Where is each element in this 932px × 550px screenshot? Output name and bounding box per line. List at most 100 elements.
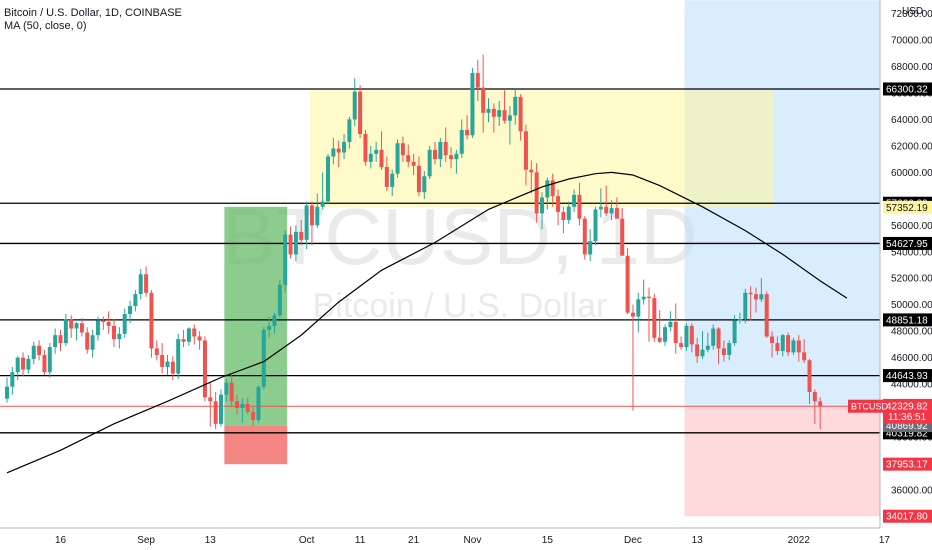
candle	[427, 145, 432, 179]
candle	[540, 192, 544, 230]
horizontal-levels	[0, 88, 880, 434]
candle-body	[352, 91, 357, 120]
zone-pink-stop[interactable]	[684, 405, 898, 517]
time-axis[interactable]: 16 Sep 13 Oct 11 21 Nov 15 Dec 13 2022 17	[0, 527, 890, 550]
candle-body	[411, 161, 416, 166]
bar-countdown-text: 11:36:51	[888, 412, 927, 423]
candle	[219, 389, 223, 427]
candle-body	[764, 294, 769, 337]
candle	[695, 337, 700, 363]
price-tick-label: 70000.00	[891, 36, 932, 47]
candle-body	[144, 274, 149, 293]
candle-body	[31, 345, 36, 359]
price-tick-label: 50000.00	[891, 300, 932, 311]
candle	[759, 278, 764, 303]
moving-average-series	[6, 171, 848, 474]
candle-body	[416, 165, 421, 193]
candle	[261, 327, 266, 390]
candle	[229, 373, 234, 407]
candle-body	[122, 313, 127, 334]
candle-body	[288, 234, 293, 255]
candle	[754, 287, 758, 313]
candle-body	[791, 340, 796, 353]
candle-body	[668, 321, 673, 328]
currency-label: USD	[902, 6, 923, 17]
candle-body	[582, 218, 587, 255]
candle-body	[181, 339, 186, 342]
candle-body	[818, 401, 823, 407]
candle-body	[326, 156, 330, 202]
candle	[545, 177, 550, 210]
level-label: 54627.95	[883, 236, 932, 250]
candle	[90, 329, 95, 358]
candle	[604, 185, 609, 217]
candle	[170, 356, 175, 381]
candle-body	[684, 325, 689, 348]
candle-body	[384, 167, 389, 187]
candle-body	[523, 131, 528, 170]
candle-body	[368, 153, 373, 162]
level-label-box	[883, 313, 932, 327]
candle	[577, 182, 582, 226]
candle-body	[256, 386, 261, 420]
candle	[449, 147, 454, 169]
level-label-text: 48851.18	[886, 315, 928, 326]
candle-body	[743, 292, 748, 320]
candle	[657, 310, 662, 344]
candle	[106, 311, 111, 334]
candle	[117, 327, 122, 349]
candle	[802, 339, 807, 363]
candle	[288, 226, 293, 259]
candle	[267, 316, 272, 338]
candle-body	[5, 386, 9, 399]
candle-body	[754, 294, 758, 300]
candle	[556, 189, 561, 226]
candle-body	[69, 319, 74, 329]
candle-body	[657, 337, 662, 342]
candle-body	[165, 361, 170, 367]
candle	[202, 336, 207, 402]
candle	[770, 331, 775, 358]
current-price-text: 42329.82	[886, 402, 928, 413]
candle	[112, 319, 116, 348]
candle-body	[390, 173, 395, 187]
candle	[37, 340, 42, 361]
candle-body	[149, 292, 154, 349]
candle-body	[176, 339, 181, 374]
candle	[513, 88, 518, 125]
candle-body	[272, 315, 277, 326]
candle	[53, 328, 58, 354]
candle-body	[518, 96, 523, 132]
candle	[566, 201, 571, 224]
candle-body	[497, 110, 502, 117]
candle	[272, 312, 277, 334]
candle	[818, 397, 823, 430]
candlestick-series	[5, 54, 823, 430]
candle-body	[315, 206, 320, 226]
candle	[679, 336, 684, 350]
candle-body	[101, 320, 106, 322]
zone-red[interactable]	[224, 425, 288, 465]
candle	[315, 193, 320, 228]
candle	[224, 378, 229, 402]
drawing-zones	[224, 0, 898, 517]
candle-body	[106, 321, 111, 326]
candle	[561, 206, 566, 234]
candle	[165, 355, 170, 375]
candle	[21, 352, 26, 377]
candle-body	[625, 255, 630, 313]
candle-body	[636, 299, 641, 317]
candle-body	[807, 360, 812, 393]
ma-line	[6, 171, 848, 474]
candle	[486, 98, 491, 123]
candle	[636, 292, 641, 333]
zone-green[interactable]	[224, 206, 288, 426]
candle	[390, 169, 395, 197]
candle	[534, 163, 539, 223]
candle	[812, 389, 817, 424]
candle-body	[202, 340, 207, 398]
candle-body	[293, 231, 298, 255]
indicator-legend[interactable]: MA (50, close, 0)	[4, 20, 87, 32]
zone-yellow[interactable]	[309, 90, 775, 208]
